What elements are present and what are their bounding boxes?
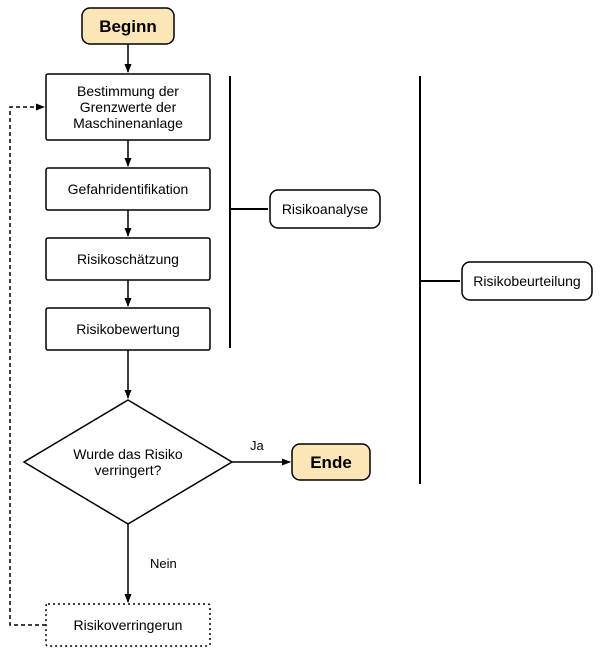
node-label-n2: Gefahridentifikation: [68, 181, 189, 197]
node-label-n3: Risikoschätzung: [77, 251, 179, 267]
bracket-b1: [230, 76, 268, 348]
node-label-n1: Bestimmung derGrenzwerte derMaschinenanl…: [73, 83, 183, 131]
bracket-b2: [420, 76, 460, 484]
edge-e_n5_n1: [10, 107, 46, 625]
edge-label-e_dec_end: Ja: [250, 438, 265, 453]
node-label-group1: Risikoanalyse: [282, 201, 369, 217]
node-end: Ende: [292, 444, 370, 480]
node-label-n5: Risikoverringerun: [74, 617, 183, 633]
node-label-n4: Risikobewertung: [76, 321, 180, 337]
node-label-start: Beginn: [99, 17, 157, 36]
edge-label-e_dec_n5: Nein: [150, 556, 177, 571]
node-start: Beginn: [82, 8, 174, 44]
node-label-end: Ende: [310, 453, 352, 472]
node-label-group2: Risikobeurteilung: [473, 273, 580, 289]
